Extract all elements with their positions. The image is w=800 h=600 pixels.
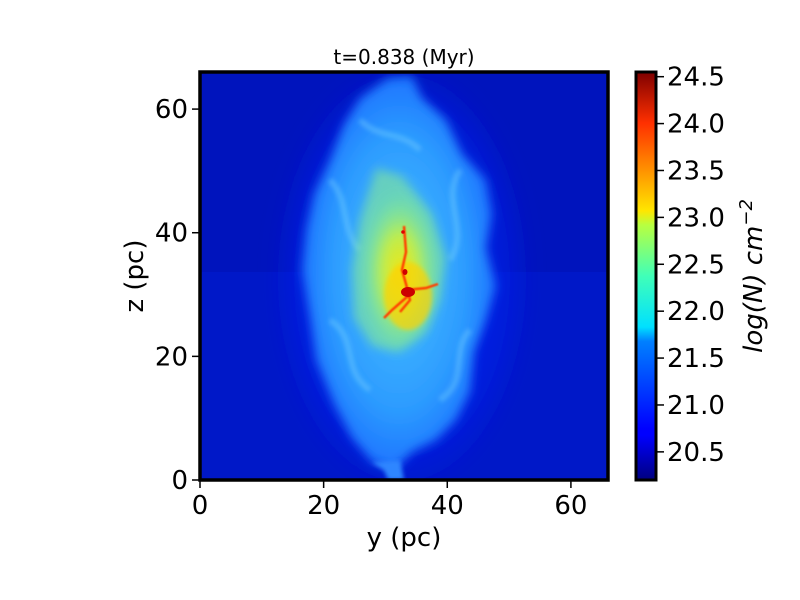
- chart-title: t=0.838 (Myr): [333, 45, 474, 69]
- x-tick-label: 0: [192, 491, 209, 521]
- colorbar-tick-label: 21.5: [667, 344, 725, 374]
- y-tick-label: 60: [155, 95, 188, 125]
- colorbar-tick-label: 21.0: [667, 391, 725, 421]
- colorbar: [634, 70, 658, 482]
- y-axis-ticks: 0 20 40 60: [155, 95, 200, 496]
- colorbar-tick-label: 23.5: [667, 156, 725, 186]
- colorbar-tick-label: 23.0: [667, 203, 725, 233]
- x-axis-label: y (pc): [367, 523, 442, 553]
- y-tick-label: 20: [155, 342, 188, 372]
- colorbar-ticks: 20.5 21.0 21.5 22.0 22.5 23.0 23.5 24.0 24.5: [656, 63, 725, 468]
- x-tick-label: 40: [431, 491, 464, 521]
- dense-filament: [352, 168, 446, 354]
- heatmap-image: [200, 72, 608, 480]
- y-tick-label: 0: [171, 466, 188, 496]
- x-axis-ticks: 0 20 40 60: [192, 480, 587, 521]
- y-tick-label: 40: [155, 219, 188, 249]
- dense-core: [383, 225, 439, 319]
- colorbar-tick-label: 24.0: [667, 110, 725, 140]
- colorbar-tick-label: 22.0: [667, 297, 725, 327]
- y-axis-label: z (pc): [120, 240, 150, 313]
- colorbar-tick-label: 24.5: [667, 63, 725, 93]
- x-tick-label: 60: [554, 491, 587, 521]
- colorbar-tick-label: 22.5: [667, 250, 725, 280]
- colorbar-label: log(N) cm−2: [736, 199, 769, 353]
- x-tick-label: 20: [307, 491, 340, 521]
- plot-frame: [198, 70, 610, 482]
- colorbar-tick-label: 20.5: [667, 438, 725, 468]
